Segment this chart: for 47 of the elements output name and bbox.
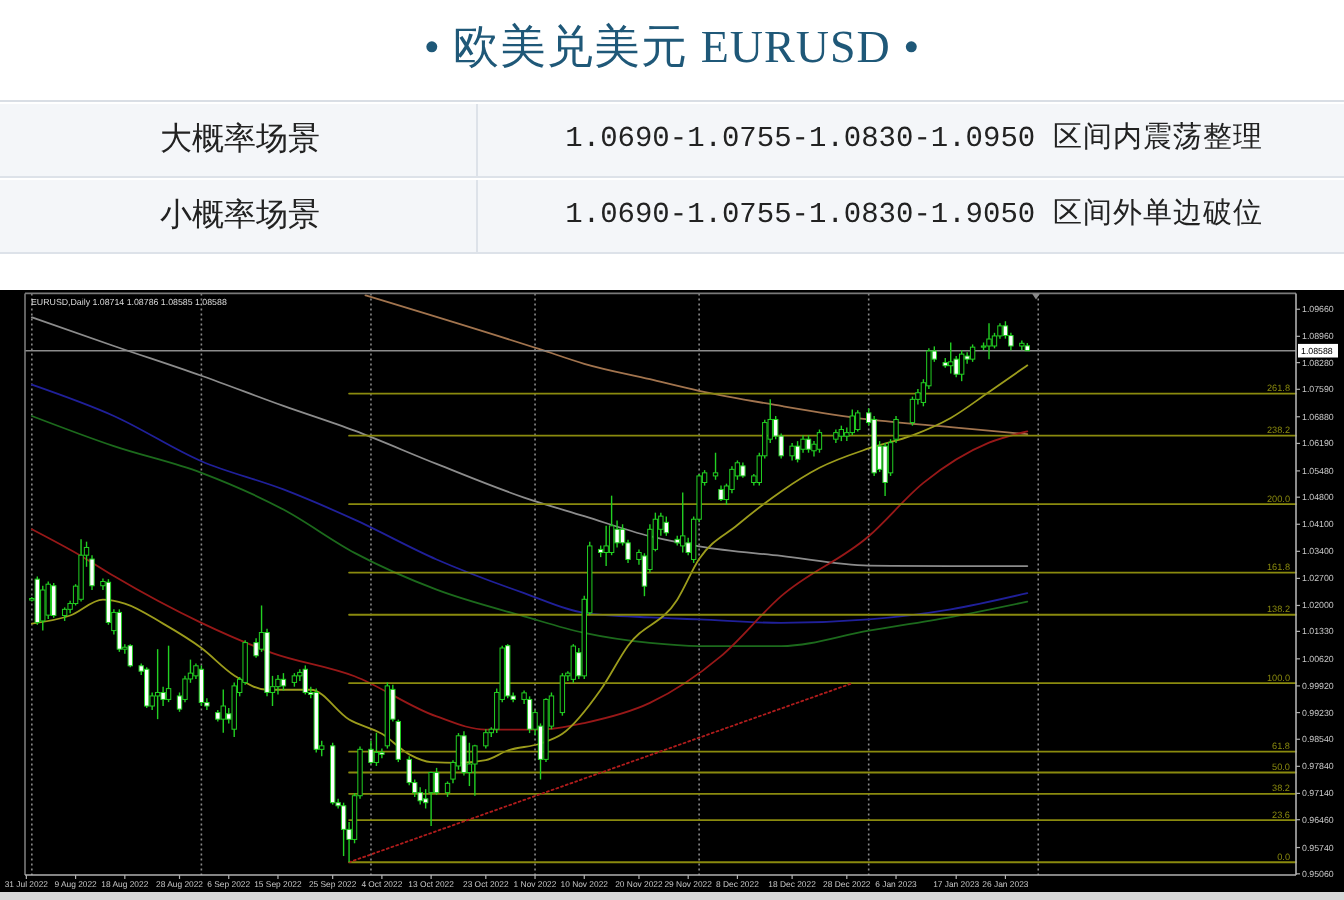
- text: 1.0690-1.0755-1.0830-1.9050 区间外单边破位: [565, 196, 1263, 232]
- candlestick: [433, 767, 440, 796]
- candlestick: [849, 408, 855, 437]
- candlestick: [882, 442, 888, 497]
- candlestick: [958, 349, 965, 382]
- candlestick: [368, 740, 374, 765]
- candlestick: [144, 666, 150, 709]
- candlestick: [603, 525, 609, 567]
- candlestick: [105, 578, 112, 626]
- candlestick: [127, 643, 133, 669]
- candlestick: [154, 648, 161, 720]
- candlestick: [220, 688, 226, 734]
- candlestick: [340, 801, 347, 857]
- candlestick: [712, 452, 719, 481]
- candlestick: [78, 538, 84, 603]
- candlestick: [428, 771, 434, 827]
- text: 大概率场景: [160, 121, 320, 157]
- chart-title: • 欧美兑美元 EURUSD •: [423, 22, 921, 72]
- line-series: [30, 364, 1029, 764]
- candlestick: [165, 644, 172, 703]
- candlestick: [855, 409, 861, 433]
- line-series: [30, 383, 1029, 624]
- candlestick: [794, 440, 801, 464]
- text: 1.0690-1.0755-1.0830-1.0950 区间内震荡整理: [565, 120, 1263, 156]
- candlestick: [909, 395, 916, 427]
- candlestick: [34, 575, 40, 626]
- candlestick: [51, 582, 57, 619]
- candlestick: [231, 681, 237, 738]
- candlestick: [483, 728, 489, 750]
- candlestick: [680, 491, 686, 554]
- candlestick: [116, 608, 123, 653]
- candlestick: [526, 695, 533, 734]
- line-series: [30, 415, 1029, 647]
- candlestick: [302, 664, 309, 696]
- candlestick: [472, 743, 478, 797]
- candlestick: [198, 664, 205, 707]
- line-series: [364, 294, 1029, 436]
- candlestick: [570, 643, 577, 684]
- candlestick: [614, 519, 620, 549]
- candlestick: [663, 515, 669, 537]
- candlestick: [373, 731, 380, 767]
- candlestick: [986, 322, 992, 360]
- candlestick: [40, 585, 46, 632]
- text: 小概率场景: [160, 197, 320, 233]
- candlestick: [816, 428, 823, 454]
- candlestick: [559, 672, 566, 717]
- candlestick: [948, 341, 954, 375]
